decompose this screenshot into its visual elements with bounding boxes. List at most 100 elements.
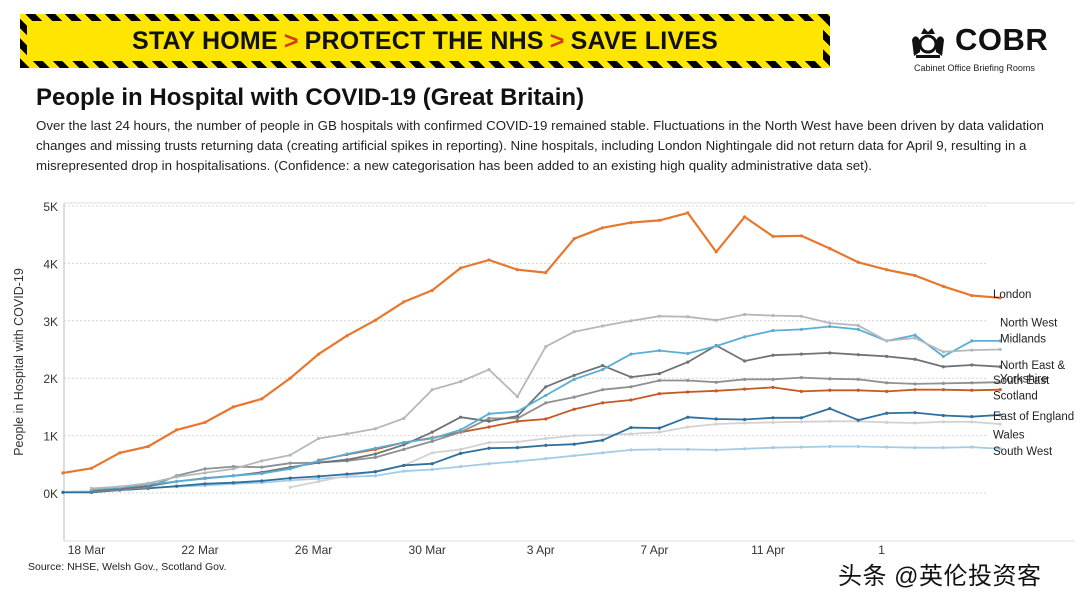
- data-point: [544, 401, 548, 405]
- x-tick-label: 7 Apr: [640, 543, 668, 557]
- data-point: [459, 430, 463, 434]
- data-point: [260, 459, 264, 463]
- data-point: [743, 312, 747, 317]
- y-tick-label: 3K: [43, 315, 58, 329]
- data-point: [941, 350, 946, 354]
- data-point: [686, 447, 690, 451]
- y-tick-label: 5K: [43, 200, 58, 214]
- data-point: [203, 420, 207, 424]
- data-point: [629, 352, 633, 356]
- data-point: [856, 323, 860, 327]
- data-point: [515, 414, 520, 418]
- data-point: [572, 330, 576, 334]
- data-point: [601, 401, 605, 405]
- data-point: [515, 416, 520, 420]
- data-point: [686, 211, 690, 215]
- data-point: [260, 479, 264, 483]
- data-point: [714, 389, 718, 393]
- data-point: [345, 432, 349, 436]
- data-point: [771, 416, 775, 420]
- x-tick-label: 18 Mar: [68, 543, 105, 557]
- data-point: [714, 448, 718, 452]
- data-point: [998, 380, 1002, 384]
- data-point: [828, 321, 832, 325]
- data-point: [544, 385, 548, 389]
- data-point: [799, 376, 804, 380]
- data-point: [288, 476, 292, 480]
- y-tick-label: 2K: [43, 372, 58, 386]
- data-point: [913, 388, 917, 392]
- data-point: [941, 413, 946, 418]
- legend-label: Midlands: [1000, 334, 1046, 346]
- data-point: [913, 421, 917, 425]
- data-point: [345, 334, 349, 338]
- data-point: [828, 377, 832, 381]
- data-point: [402, 440, 406, 445]
- y-tick-label: 0K: [43, 487, 58, 501]
- data-point: [515, 440, 520, 444]
- data-point: [175, 479, 179, 484]
- series-group: [89, 376, 1002, 493]
- cobr-title: COBR: [955, 22, 1049, 57]
- data-point: [799, 389, 804, 394]
- data-point: [373, 446, 377, 450]
- y-tick-label: 4K: [43, 257, 58, 271]
- data-point: [203, 471, 207, 475]
- data-point: [544, 393, 548, 398]
- data-point: [743, 447, 747, 451]
- data-point: [373, 455, 377, 460]
- data-point: [515, 419, 520, 423]
- data-point: [544, 270, 548, 275]
- data-point: [998, 422, 1002, 426]
- data-point: [799, 234, 804, 238]
- data-point: [771, 234, 775, 239]
- slogan-stay-home: STAY HOME: [132, 26, 278, 55]
- series-group: [61, 407, 1002, 495]
- data-point: [487, 446, 491, 450]
- data-point: [572, 237, 576, 241]
- data-point: [629, 432, 633, 436]
- x-tick-label: 26 Mar: [295, 543, 332, 557]
- data-point: [743, 417, 747, 422]
- data-point: [828, 324, 832, 329]
- data-point: [714, 417, 718, 421]
- data-point: [913, 333, 917, 337]
- data-point: [856, 377, 860, 381]
- data-point: [885, 411, 889, 415]
- data-point: [459, 380, 463, 384]
- data-point: [487, 416, 491, 420]
- x-tick-label: 1: [878, 543, 885, 557]
- data-point: [430, 288, 434, 292]
- data-point: [686, 351, 690, 356]
- data-point: [402, 416, 406, 420]
- data-point: [686, 315, 690, 319]
- data-point: [459, 451, 463, 455]
- data-point: [317, 474, 321, 478]
- data-point: [743, 387, 747, 391]
- data-point: [629, 398, 633, 402]
- data-point: [885, 381, 889, 385]
- data-point: [118, 451, 122, 455]
- data-point: [601, 324, 605, 328]
- data-point: [544, 345, 548, 349]
- data-point: [146, 481, 150, 485]
- data-point: [771, 353, 775, 357]
- data-point: [459, 415, 463, 419]
- data-point: [885, 268, 889, 272]
- data-point: [970, 363, 974, 367]
- data-point: [913, 273, 917, 278]
- data-point: [828, 407, 832, 411]
- data-point: [231, 464, 235, 469]
- data-point: [629, 221, 633, 225]
- data-point: [203, 482, 207, 486]
- data-point: [686, 425, 690, 429]
- data-point: [998, 447, 1002, 451]
- data-point: [970, 388, 974, 392]
- series-line: [289, 420, 1002, 489]
- data-point: [317, 436, 321, 441]
- data-point: [572, 442, 576, 446]
- data-point: [856, 388, 860, 392]
- data-point: [828, 444, 832, 449]
- watermark-text: 头条 @英伦投资客: [838, 563, 1042, 590]
- data-point: [941, 284, 946, 288]
